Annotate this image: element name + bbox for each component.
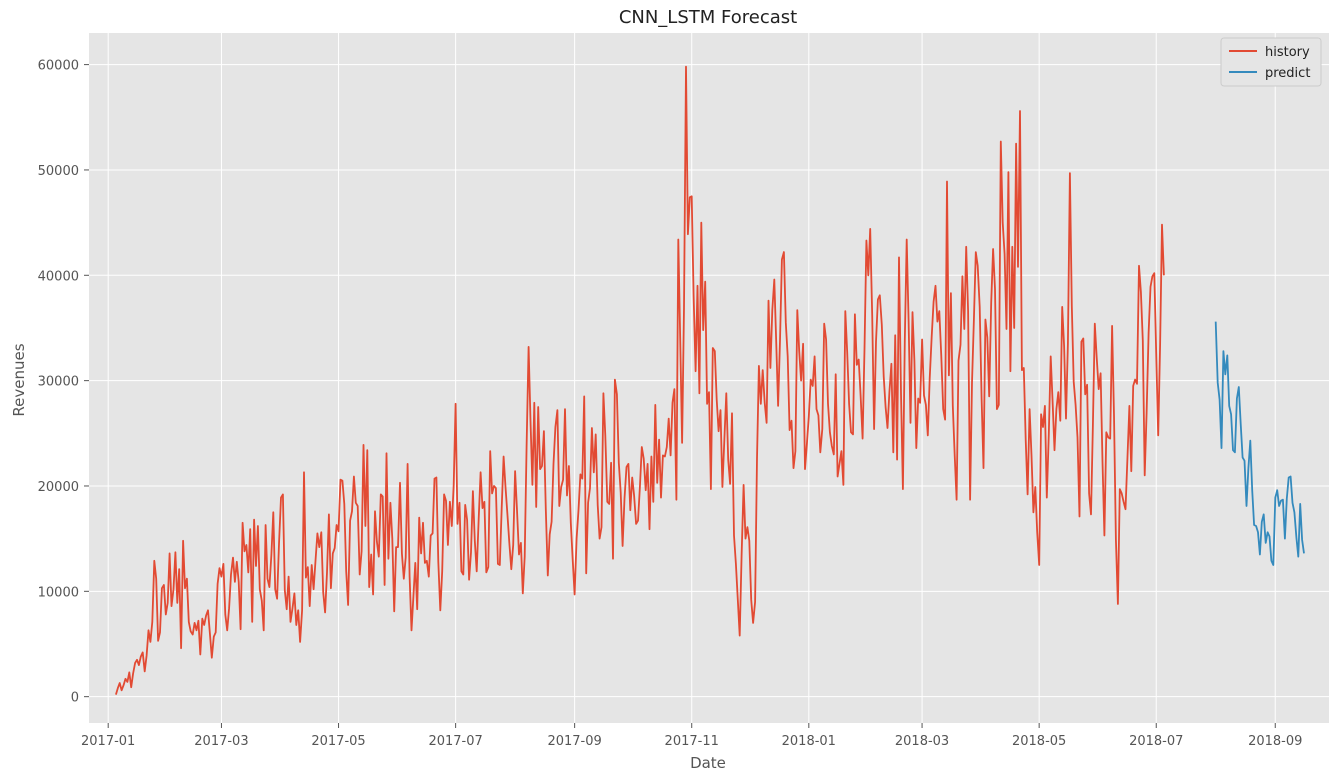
- x-tick-label: 2018-05: [1012, 734, 1066, 749]
- y-axis: 0 10000 20000 30000 40000 50000 60000: [38, 59, 89, 706]
- legend-label-history: history: [1265, 45, 1310, 60]
- series-lines: [115, 65, 1305, 695]
- series-line-predict: [1214, 321, 1305, 566]
- x-axis-label: Date: [690, 754, 726, 772]
- y-tick-label: 0: [71, 691, 79, 706]
- chart-title: CNN_LSTM Forecast: [619, 7, 797, 28]
- series-line-history: [115, 65, 1165, 695]
- y-tick-label: 20000: [38, 480, 79, 495]
- x-tick-label: 2017-07: [428, 734, 482, 749]
- x-tick-label: 2017-01: [81, 734, 135, 749]
- y-tick-label: 30000: [38, 375, 79, 390]
- x-tick-label: 2018-03: [895, 734, 949, 749]
- legend: history predict: [1220, 37, 1322, 87]
- y-tick-label: 60000: [38, 59, 79, 74]
- y-tick-label: 10000: [38, 585, 79, 600]
- y-tick-label: 40000: [38, 269, 79, 284]
- x-tick-label: 2018-01: [782, 734, 836, 749]
- x-tick-label: 2017-03: [194, 734, 248, 749]
- x-axis: 2017-01 2017-03 2017-05 2017-07 2017-09 2017-…: [81, 723, 1302, 749]
- x-tick-label: 2017-05: [311, 734, 365, 749]
- y-tick-label: 50000: [38, 164, 79, 179]
- legend-label-predict: predict: [1265, 66, 1310, 81]
- x-tick-label: 2017-11: [665, 734, 719, 749]
- y-axis-label: Revenues: [10, 343, 28, 416]
- x-tick-label: 2018-07: [1129, 734, 1183, 749]
- x-tick-label: 2018-09: [1248, 734, 1302, 749]
- x-tick-label: 2017-09: [547, 734, 601, 749]
